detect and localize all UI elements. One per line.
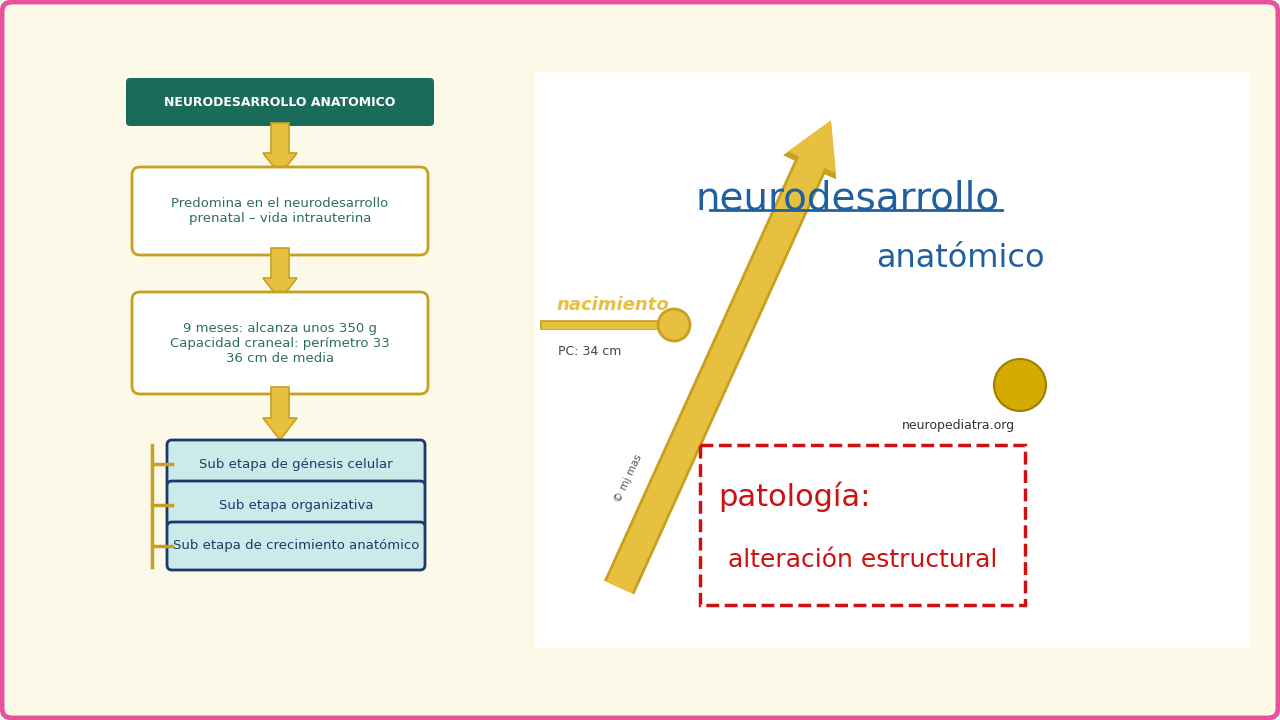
Polygon shape: [262, 248, 297, 300]
FancyBboxPatch shape: [166, 440, 425, 488]
Text: 9 meses: alcanza unos 350 g
Capacidad craneal: perímetro 33
36 cm de media: 9 meses: alcanza unos 350 g Capacidad cr…: [170, 322, 390, 364]
FancyBboxPatch shape: [535, 72, 1251, 648]
FancyBboxPatch shape: [132, 292, 428, 394]
FancyArrowPatch shape: [607, 120, 836, 593]
Text: Predomina en el neurodesarrollo
prenatal – vida intrauterina: Predomina en el neurodesarrollo prenatal…: [172, 197, 389, 225]
Text: PC: 34 cm: PC: 34 cm: [558, 345, 621, 358]
Text: patología:: patología:: [718, 482, 870, 512]
Text: neurodesarrollo: neurodesarrollo: [696, 179, 1000, 217]
FancyBboxPatch shape: [3, 2, 1277, 718]
FancyArrowPatch shape: [604, 120, 836, 594]
Text: © mj mas: © mj mas: [613, 452, 644, 503]
FancyBboxPatch shape: [125, 78, 434, 126]
Text: nacimiento: nacimiento: [556, 296, 668, 314]
Text: NEURODESARROLLO ANATOMICO: NEURODESARROLLO ANATOMICO: [164, 96, 396, 109]
Text: neuropediatra.org: neuropediatra.org: [901, 418, 1015, 431]
Circle shape: [995, 359, 1046, 411]
FancyBboxPatch shape: [166, 481, 425, 529]
FancyBboxPatch shape: [132, 167, 428, 255]
Text: Sub etapa de crecimiento anatómico: Sub etapa de crecimiento anatómico: [173, 539, 419, 552]
Text: Sub etapa organizativa: Sub etapa organizativa: [219, 498, 374, 511]
FancyBboxPatch shape: [166, 522, 425, 570]
Text: anatómico: anatómico: [876, 243, 1044, 274]
Text: alteración estructural: alteración estructural: [728, 548, 997, 572]
Circle shape: [658, 309, 690, 341]
Polygon shape: [262, 387, 297, 440]
Polygon shape: [262, 123, 297, 175]
Text: Sub etapa de génesis celular: Sub etapa de génesis celular: [200, 457, 393, 470]
FancyBboxPatch shape: [700, 445, 1025, 605]
